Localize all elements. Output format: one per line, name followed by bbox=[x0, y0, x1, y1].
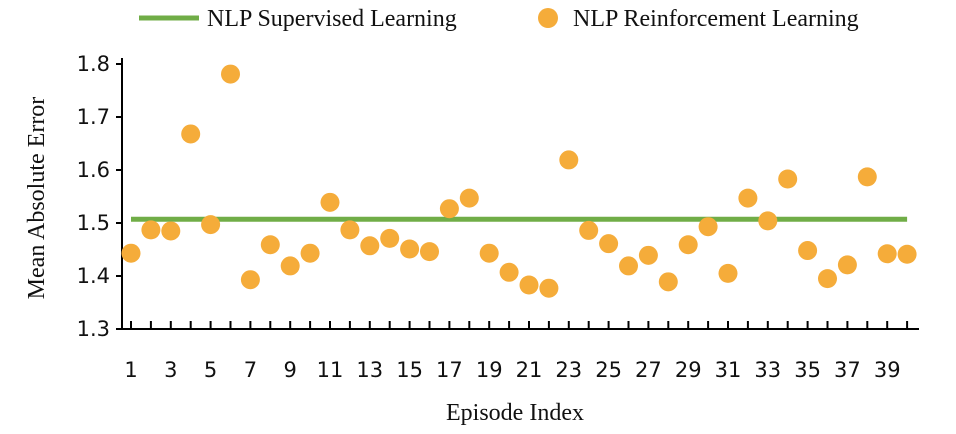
data-point bbox=[161, 221, 181, 241]
data-point bbox=[857, 167, 877, 187]
data-point bbox=[877, 244, 897, 264]
x-axis-ticks: 1 3 5 7 9 11 13 15 17 19 21 23 25 27 29 31 33 35 37 39 bbox=[124, 321, 909, 382]
legend-label-supervised: NLP Supervised Learning bbox=[207, 6, 457, 32]
y-tick-label: 1.6 bbox=[77, 158, 110, 182]
x-tick-label: 17 bbox=[436, 358, 463, 382]
data-point bbox=[638, 245, 658, 265]
data-point bbox=[420, 242, 439, 262]
legend-label-reinforcement: NLP Reinforcement Learning bbox=[573, 6, 859, 32]
data-point bbox=[738, 188, 758, 208]
data-point bbox=[698, 217, 718, 237]
data-point bbox=[778, 169, 798, 189]
data-point bbox=[400, 239, 420, 259]
reinforcement-series bbox=[121, 64, 917, 298]
data-point bbox=[221, 64, 240, 84]
data-point bbox=[718, 263, 738, 283]
data-point bbox=[340, 220, 360, 240]
x-tick-label: 31 bbox=[715, 358, 742, 382]
data-point bbox=[579, 220, 599, 240]
x-tick-label: 21 bbox=[516, 358, 543, 382]
data-point bbox=[360, 236, 380, 256]
x-tick-label: 29 bbox=[675, 358, 702, 382]
data-point bbox=[499, 262, 519, 282]
data-point bbox=[619, 256, 638, 276]
x-tick-label: 33 bbox=[754, 358, 781, 382]
x-tick-label: 37 bbox=[834, 358, 861, 382]
x-tick-label: 3 bbox=[164, 358, 177, 382]
x-tick-label: 19 bbox=[476, 358, 503, 382]
x-tick-label: 23 bbox=[555, 358, 582, 382]
y-axis-ticks: 1.3 1.4 1.5 1.6 1.7 1.8 bbox=[77, 52, 122, 341]
data-point bbox=[380, 228, 400, 248]
x-tick-label: 7 bbox=[244, 358, 257, 382]
data-point bbox=[121, 243, 141, 263]
x-axis-title: Episode Index bbox=[446, 400, 584, 426]
data-point bbox=[559, 150, 579, 170]
data-point bbox=[539, 278, 559, 298]
x-tick-label: 27 bbox=[635, 358, 662, 382]
data-point bbox=[818, 269, 837, 289]
legend: NLP Supervised Learning NLP Reinforcement… bbox=[139, 6, 859, 32]
data-point bbox=[181, 124, 201, 144]
x-tick-label: 1 bbox=[124, 358, 137, 382]
data-point bbox=[798, 241, 818, 261]
data-point bbox=[897, 244, 917, 264]
x-tick-label: 9 bbox=[284, 358, 297, 382]
data-point bbox=[678, 235, 698, 255]
data-point bbox=[280, 256, 300, 276]
x-tick-label: 5 bbox=[204, 358, 217, 382]
x-tick-label: 15 bbox=[396, 358, 423, 382]
data-point bbox=[320, 192, 340, 212]
y-tick-label: 1.8 bbox=[77, 52, 110, 76]
y-tick-label: 1.7 bbox=[77, 105, 110, 129]
data-point bbox=[141, 220, 161, 240]
y-axis-title: Mean Absolute Error bbox=[24, 97, 50, 300]
x-tick-label: 35 bbox=[794, 358, 821, 382]
y-tick-label: 1.5 bbox=[77, 211, 110, 235]
x-tick-label: 25 bbox=[595, 358, 622, 382]
data-point bbox=[459, 188, 479, 208]
data-point bbox=[837, 255, 857, 275]
data-point bbox=[201, 215, 221, 235]
data-point bbox=[240, 270, 260, 290]
data-point bbox=[300, 243, 320, 263]
data-point bbox=[758, 211, 778, 231]
data-point bbox=[479, 243, 499, 263]
data-point bbox=[519, 275, 539, 295]
y-tick-label: 1.4 bbox=[77, 264, 110, 288]
x-tick-label: 11 bbox=[317, 358, 344, 382]
x-tick-label: 39 bbox=[874, 358, 901, 382]
x-tick-label: 13 bbox=[356, 358, 383, 382]
data-point bbox=[599, 234, 619, 254]
axes bbox=[121, 58, 919, 330]
data-point bbox=[439, 199, 459, 219]
legend-dot-swatch bbox=[538, 8, 558, 28]
data-point bbox=[658, 272, 678, 292]
y-tick-label: 1.3 bbox=[77, 317, 110, 341]
data-point bbox=[260, 235, 280, 255]
